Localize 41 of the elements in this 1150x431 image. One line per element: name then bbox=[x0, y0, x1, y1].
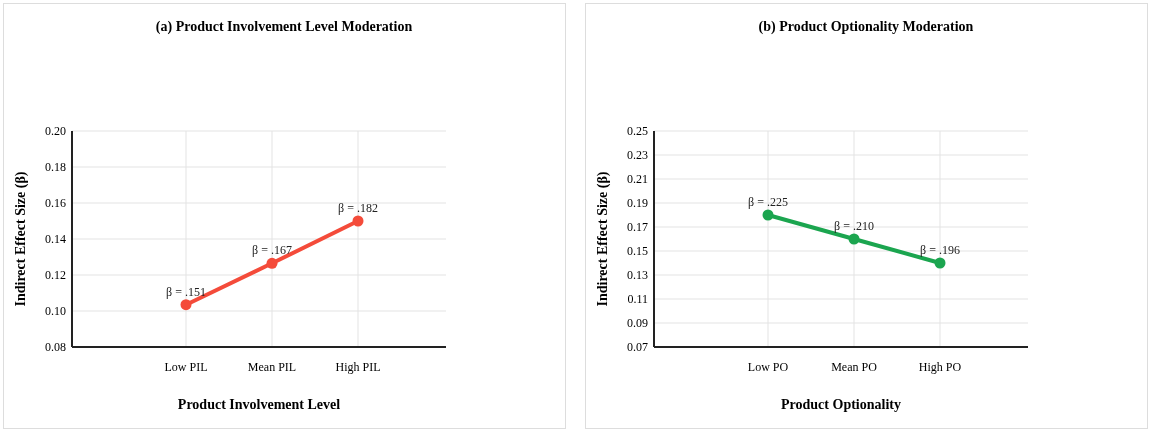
point bbox=[762, 209, 774, 221]
y-tick-label: 0.15 bbox=[627, 244, 648, 259]
point bbox=[266, 257, 278, 269]
point bbox=[180, 299, 192, 311]
y-tick-label: 0.25 bbox=[627, 124, 648, 139]
y-tick-label: 0.10 bbox=[45, 304, 66, 319]
y-tick-label: 0.18 bbox=[45, 160, 66, 175]
annotation: β = .225 bbox=[748, 195, 788, 209]
x-tick-label: Low PIL bbox=[164, 360, 208, 374]
y-tick-label: 0.19 bbox=[627, 196, 648, 211]
x-axis-title: Product Optionality bbox=[781, 397, 901, 412]
chart-title: (a) Product Involvement Level Moderation bbox=[155, 19, 413, 35]
chart-title: (b) Product Optionality Moderation bbox=[758, 19, 974, 35]
annotation: β = .167 bbox=[252, 243, 292, 258]
annotation: β = .196 bbox=[920, 243, 960, 257]
y-axis-title: Indirect Effect Size (β) bbox=[595, 171, 611, 307]
y-tick-label: 0.21 bbox=[627, 172, 648, 187]
y-tick-label: 0.16 bbox=[45, 196, 66, 211]
y-tick-label: 0.17 bbox=[627, 220, 648, 235]
point bbox=[848, 233, 860, 245]
y-tick-label: 0.14 bbox=[45, 232, 66, 247]
y-tick-label: 0.23 bbox=[627, 148, 648, 163]
annotation: β = .210 bbox=[834, 219, 874, 233]
x-tick-label: Mean PIL bbox=[247, 360, 297, 374]
y-tick-label: 0.13 bbox=[627, 268, 648, 283]
y-tick-label: 0.09 bbox=[627, 316, 648, 331]
x-tick-label: High PIL bbox=[335, 360, 381, 374]
x-tick-label: High PO bbox=[918, 360, 962, 374]
x-tick-label: Low PO bbox=[747, 360, 789, 374]
annotation: β = .151 bbox=[166, 284, 206, 299]
y-tick-label: 0.07 bbox=[627, 340, 648, 355]
y-tick-label: 0.20 bbox=[45, 124, 66, 139]
annotation: β = .182 bbox=[338, 201, 378, 215]
y-tick-label: 0.08 bbox=[45, 340, 66, 355]
y-tick-label: 0.12 bbox=[45, 268, 66, 283]
x-axis-title: Product Involvement Level bbox=[177, 397, 341, 412]
point bbox=[352, 215, 364, 227]
x-tick-label: Mean PO bbox=[831, 360, 878, 374]
y-axis-title: Indirect Effect Size (β) bbox=[13, 171, 29, 307]
point bbox=[934, 257, 946, 269]
y-tick-label: 0.11 bbox=[627, 292, 648, 307]
